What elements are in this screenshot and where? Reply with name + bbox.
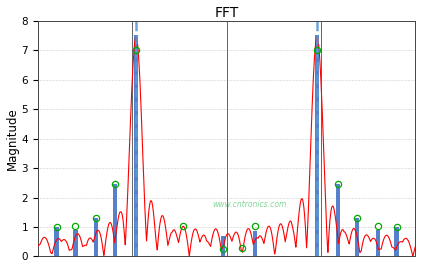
Bar <box>336 184 340 256</box>
Bar <box>94 218 99 256</box>
Title: FFT: FFT <box>214 6 239 20</box>
Y-axis label: Magnitude: Magnitude <box>5 107 19 170</box>
Bar <box>376 230 380 256</box>
Bar <box>355 218 359 256</box>
Bar <box>113 184 117 256</box>
Bar <box>253 231 257 256</box>
Bar <box>73 230 77 256</box>
Bar <box>394 227 399 256</box>
Bar <box>54 227 59 256</box>
Bar <box>315 35 319 256</box>
Bar <box>221 236 225 256</box>
Bar <box>134 35 138 256</box>
Text: www.cntronics.com: www.cntronics.com <box>212 200 286 209</box>
